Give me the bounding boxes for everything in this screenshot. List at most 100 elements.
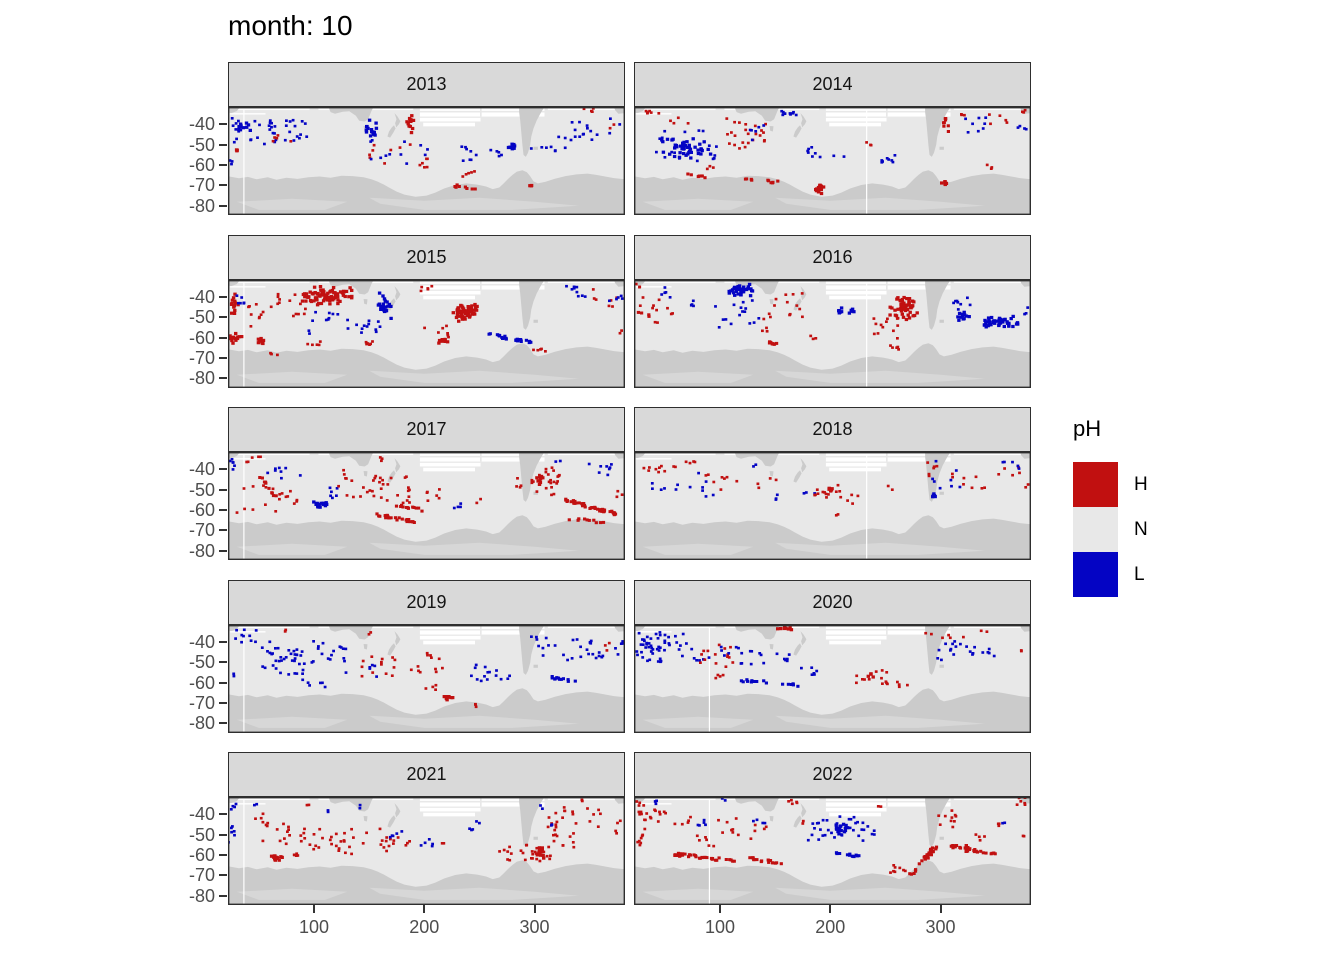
legend: pH H N L xyxy=(1073,416,1148,597)
facet-map-2020 xyxy=(634,624,1031,733)
y-tick-label: -40 xyxy=(188,114,215,135)
plot-title: month: 10 xyxy=(228,10,353,41)
y-tick-label: -70 xyxy=(188,692,215,713)
x-tick-label: 300 xyxy=(519,917,550,937)
facet-strip-2020: 2020 xyxy=(634,579,1031,625)
y-tick-mark xyxy=(219,874,227,877)
facet-strip-label: 2015 xyxy=(406,246,447,267)
y-tick-label: -60 xyxy=(188,672,215,693)
y-tick-mark xyxy=(219,488,227,491)
y-tick-label: -50 xyxy=(188,134,215,155)
y-tick-label: -70 xyxy=(188,865,215,886)
y-tick-mark xyxy=(219,549,227,552)
y-tick-mark xyxy=(219,356,227,359)
y-tick-label: -80 xyxy=(188,368,215,389)
y-tick-mark xyxy=(219,813,227,816)
facet-map-2015 xyxy=(228,279,625,388)
y-tick-label: -40 xyxy=(188,286,215,307)
facet-strip-label: 2013 xyxy=(406,74,447,94)
facet-strip-2013: 2013 xyxy=(228,62,625,107)
legend-item-H: H xyxy=(1073,462,1148,507)
y-tick-label: -50 xyxy=(188,479,215,500)
x-tick-label: 200 xyxy=(815,917,846,937)
y-tick-label: -80 xyxy=(188,885,215,906)
facet-strip-2017: 2017 xyxy=(228,407,625,452)
facet-strip-2019: 2019 xyxy=(228,579,625,625)
facet-map-2019 xyxy=(228,624,625,733)
y-tick-mark xyxy=(219,661,227,664)
y-tick-mark xyxy=(219,894,227,897)
facet-map-2022 xyxy=(634,797,1031,905)
y-tick-label: -80 xyxy=(188,540,215,561)
y-tick-mark xyxy=(219,164,227,167)
y-tick-mark xyxy=(219,833,227,836)
x-tick-label: 100 xyxy=(298,917,330,937)
y-tick-mark xyxy=(219,143,227,146)
facet-strip-label: 2016 xyxy=(812,246,853,267)
x-tick-mark xyxy=(719,905,722,913)
y-tick-mark xyxy=(219,316,227,319)
legend-item-L: L xyxy=(1073,552,1148,597)
y-tick-mark xyxy=(219,529,227,532)
facet-map-2021 xyxy=(228,797,625,905)
y-tick-label: -70 xyxy=(188,175,215,196)
y-tick-label: -50 xyxy=(188,307,215,328)
facet-strip-label: 2018 xyxy=(812,419,853,439)
y-tick-label: -80 xyxy=(188,713,215,734)
facet-strip-label: 2020 xyxy=(812,591,853,612)
x-tick-mark xyxy=(313,905,316,913)
y-tick-mark xyxy=(219,701,227,704)
facet-strip-label: 2022 xyxy=(812,764,853,784)
y-tick-label: -40 xyxy=(188,804,215,825)
facet-strip-2014: 2014 xyxy=(634,62,1031,107)
y-tick-label: -60 xyxy=(188,327,215,348)
y-tick-label: -50 xyxy=(188,652,215,673)
legend-swatch-H xyxy=(1073,462,1118,507)
facet-map-2017 xyxy=(228,452,625,560)
facet-map-2016 xyxy=(634,279,1031,388)
facet-strip-2022: 2022 xyxy=(634,752,1031,797)
x-tick-mark xyxy=(423,905,426,913)
x-tick-label: 300 xyxy=(925,917,956,937)
y-tick-mark xyxy=(219,184,227,187)
facet-strip-label: 2014 xyxy=(812,74,853,94)
facet-map-2014 xyxy=(634,107,1031,215)
facet-map-2013 xyxy=(228,107,625,215)
legend-title: pH xyxy=(1073,416,1102,441)
x-tick-mark xyxy=(829,905,832,913)
x-tick-mark xyxy=(939,905,942,913)
y-tick-mark xyxy=(219,295,227,298)
y-tick-label: -60 xyxy=(188,845,215,866)
y-tick-mark xyxy=(219,336,227,339)
y-tick-mark xyxy=(219,123,227,126)
facet-strip-2016: 2016 xyxy=(634,234,1031,280)
y-tick-mark xyxy=(219,854,227,857)
y-tick-label: -70 xyxy=(188,520,215,541)
facet-strip-label: 2017 xyxy=(406,419,447,439)
x-tick-label: 100 xyxy=(704,917,736,937)
y-tick-mark xyxy=(219,722,227,725)
y-tick-mark xyxy=(219,204,227,207)
x-tick-mark xyxy=(533,905,536,913)
facet-strip-2018: 2018 xyxy=(634,407,1031,452)
legend-label-H: H xyxy=(1134,473,1148,495)
legend-item-N: N xyxy=(1073,507,1148,552)
y-tick-label: -80 xyxy=(188,195,215,216)
y-tick-label: -40 xyxy=(188,459,215,480)
legend-label-N: N xyxy=(1134,518,1148,540)
y-tick-mark xyxy=(219,468,227,471)
y-tick-label: -40 xyxy=(188,631,215,652)
y-tick-mark xyxy=(219,509,227,512)
facet-strip-label: 2021 xyxy=(406,764,447,784)
facet-map-2018 xyxy=(634,452,1031,560)
y-tick-label: -60 xyxy=(188,155,215,176)
facet-strip-label: 2019 xyxy=(406,591,447,612)
y-tick-label: -50 xyxy=(188,824,215,845)
y-tick-label: -70 xyxy=(188,347,215,368)
legend-swatch-L xyxy=(1073,552,1118,597)
y-tick-mark xyxy=(219,640,227,643)
facet-strip-2021: 2021 xyxy=(228,752,625,797)
y-tick-label: -60 xyxy=(188,500,215,521)
legend-label-L: L xyxy=(1134,563,1145,585)
